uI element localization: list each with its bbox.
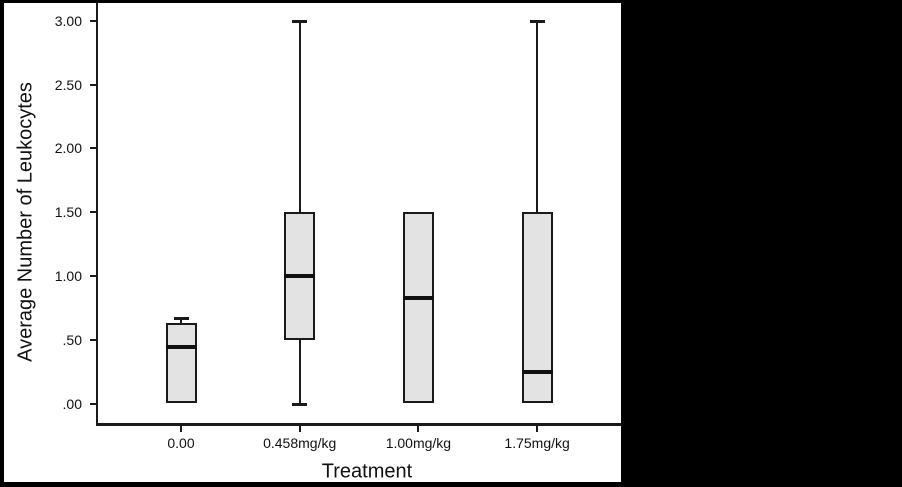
box-plot-box [521, 212, 553, 404]
upper-whisker-cap [529, 19, 545, 23]
x-tick [298, 426, 301, 432]
x-tick-label: 1.75mg/kg [504, 435, 570, 451]
y-tick [90, 147, 96, 150]
lower-whisker-cap [292, 402, 308, 406]
median-line [284, 273, 316, 278]
box-plot-box [402, 212, 434, 404]
y-tick-label: 2.00 [54, 140, 82, 157]
lower-whisker-stem [298, 339, 301, 404]
y-tick-label: .50 [62, 331, 82, 348]
upper-whisker-stem [298, 20, 301, 213]
x-tick [536, 426, 539, 432]
upper-whisker-cap [173, 317, 189, 320]
x-tick-label: 1.00mg/kg [385, 435, 452, 451]
median-line [402, 295, 434, 300]
box-plot-box [165, 323, 197, 404]
y-tick [90, 83, 96, 86]
y-tick-label: .00 [62, 395, 82, 412]
y-tick [90, 211, 96, 214]
x-tick-label: 0.458mg/kg [263, 435, 337, 451]
plot-area: 3.00 2.50 2.00 1.50 1.00 .50 .00 0.00 0.458mg/kg… [4, 3, 621, 482]
y-tick-label: 3.00 [54, 12, 82, 29]
x-tick [180, 426, 182, 432]
y-tick-label: 1.50 [54, 204, 82, 221]
chart-panel: Average Number of Leukocytes Treatment 3… [4, 3, 621, 483]
x-axis-title: Treatment [321, 460, 413, 483]
y-tick-label: 1.00 [54, 267, 82, 284]
y-tick [90, 402, 96, 405]
median-line [165, 345, 197, 350]
y-tick [90, 274, 96, 277]
median-line [521, 369, 553, 374]
x-tick [417, 426, 420, 432]
y-axis-line [96, 3, 98, 426]
x-tick-label: 0.00 [167, 435, 195, 451]
y-tick-label: 2.50 [54, 76, 82, 93]
y-tick [90, 338, 96, 341]
x-axis-line [96, 423, 621, 426]
upper-whisker-stem [180, 318, 182, 324]
upper-whisker-stem [536, 20, 539, 213]
upper-whisker-cap [292, 19, 308, 23]
y-tick [90, 19, 96, 22]
